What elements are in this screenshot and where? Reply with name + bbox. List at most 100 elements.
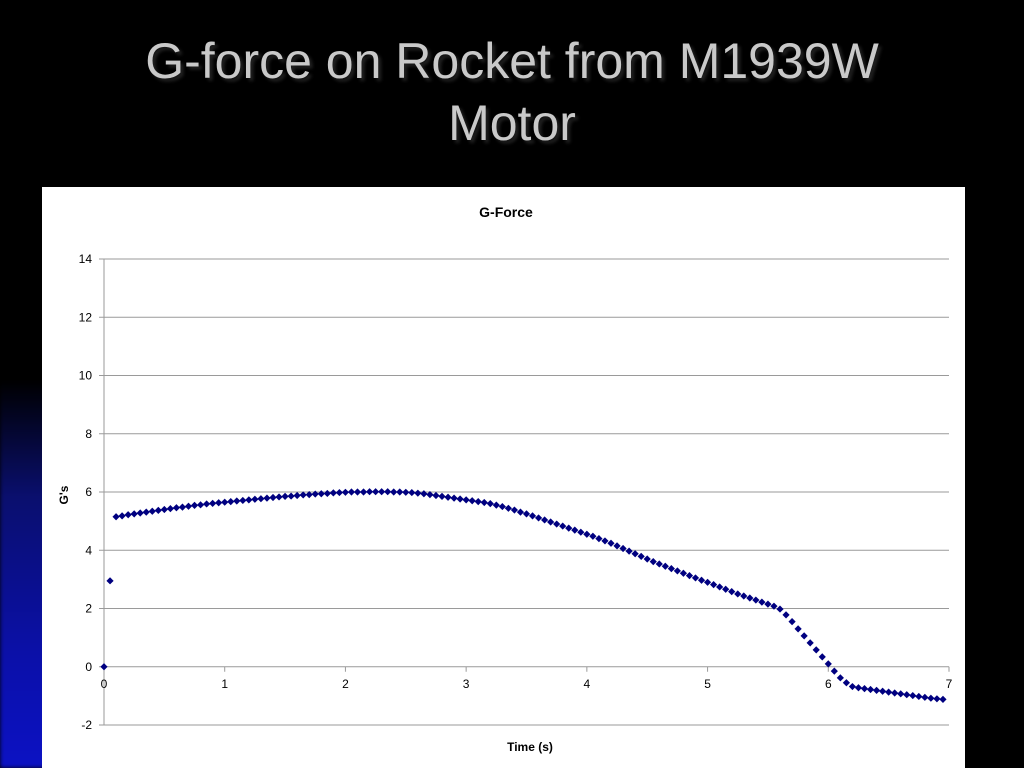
data-point [927, 694, 935, 702]
data-point [227, 498, 235, 506]
x-tick-label: 2 [342, 677, 349, 691]
data-point [275, 493, 283, 501]
data-point [854, 684, 863, 692]
data-point [601, 537, 609, 545]
x-axis-title: Time (s) [507, 740, 553, 754]
data-point [329, 489, 337, 497]
data-point [758, 598, 766, 606]
y-tick-label: 6 [85, 485, 92, 499]
data-point [510, 506, 519, 514]
data-point [559, 522, 567, 530]
data-point [607, 539, 615, 547]
data-point [178, 503, 187, 511]
data-point [414, 489, 422, 497]
data-point [770, 602, 778, 610]
data-point [921, 693, 929, 701]
data-point [480, 498, 488, 507]
data-point [402, 488, 410, 496]
x-axis-ticks: 0 1 2 3 4 5 6 7 [101, 666, 953, 691]
data-point [365, 488, 374, 496]
data-point [257, 495, 265, 503]
data-point [577, 528, 585, 536]
data-point [915, 692, 923, 701]
data-point [842, 679, 850, 687]
data-point [287, 492, 295, 500]
data-point [571, 526, 579, 534]
data-point [492, 501, 500, 509]
y-tick-label: 10 [79, 369, 93, 383]
data-point [390, 488, 398, 496]
data-points [100, 488, 947, 703]
data-point [716, 583, 724, 591]
data-point [613, 542, 621, 550]
data-point [933, 695, 941, 703]
data-point [812, 646, 820, 654]
data-point [547, 518, 555, 526]
data-point [836, 674, 844, 682]
data-point [462, 496, 470, 504]
data-point [251, 495, 259, 503]
data-point [444, 493, 452, 501]
data-point [299, 491, 307, 499]
data-point [504, 504, 512, 512]
data-point [565, 524, 573, 532]
data-point [800, 632, 808, 640]
y-axis-title: G's [57, 485, 71, 504]
data-point [595, 535, 603, 543]
data-point [142, 508, 150, 516]
data-point [378, 488, 386, 496]
data-point [939, 695, 947, 703]
data-point [209, 499, 217, 507]
data-point [673, 567, 681, 575]
data-point [516, 508, 525, 516]
data-point [879, 687, 887, 695]
data-point [112, 513, 120, 521]
data-point [432, 491, 440, 500]
data-point [438, 492, 446, 500]
data-point [637, 552, 645, 560]
x-tick-label: 7 [946, 677, 953, 691]
data-point [661, 562, 669, 570]
data-point [522, 510, 531, 518]
data-point [782, 611, 790, 619]
data-point [396, 488, 404, 496]
data-point [203, 500, 211, 508]
x-tick-label: 1 [221, 677, 228, 691]
data-point [794, 625, 802, 633]
data-point [667, 564, 675, 573]
data-point [728, 588, 736, 596]
data-point [860, 684, 869, 693]
data-point [353, 488, 362, 496]
data-point [734, 590, 742, 598]
data-point [233, 497, 241, 505]
data-point [710, 581, 718, 589]
data-point [341, 488, 350, 496]
data-point [764, 600, 772, 608]
data-point [788, 618, 796, 626]
data-point [130, 510, 138, 518]
data-point [245, 496, 253, 504]
y-tick-label: 8 [85, 427, 92, 441]
data-point [311, 490, 319, 498]
data-point [534, 514, 543, 522]
data-point [263, 494, 271, 502]
data-point [106, 577, 114, 585]
data-point [697, 576, 706, 584]
data-point [184, 502, 193, 510]
data-point [148, 507, 156, 515]
data-point [553, 520, 561, 528]
data-point [190, 501, 199, 509]
data-point [909, 691, 917, 700]
x-tick-label: 0 [101, 677, 108, 691]
data-point [426, 491, 434, 499]
data-point [118, 512, 126, 520]
slide-title: G-force on Rocket from M1939W Motor [145, 33, 879, 151]
data-point [891, 689, 899, 697]
y-tick-label: 12 [79, 310, 93, 324]
data-point [866, 685, 875, 694]
data-point [541, 516, 549, 524]
y-tick-label: 2 [85, 602, 92, 616]
data-point [215, 499, 223, 507]
